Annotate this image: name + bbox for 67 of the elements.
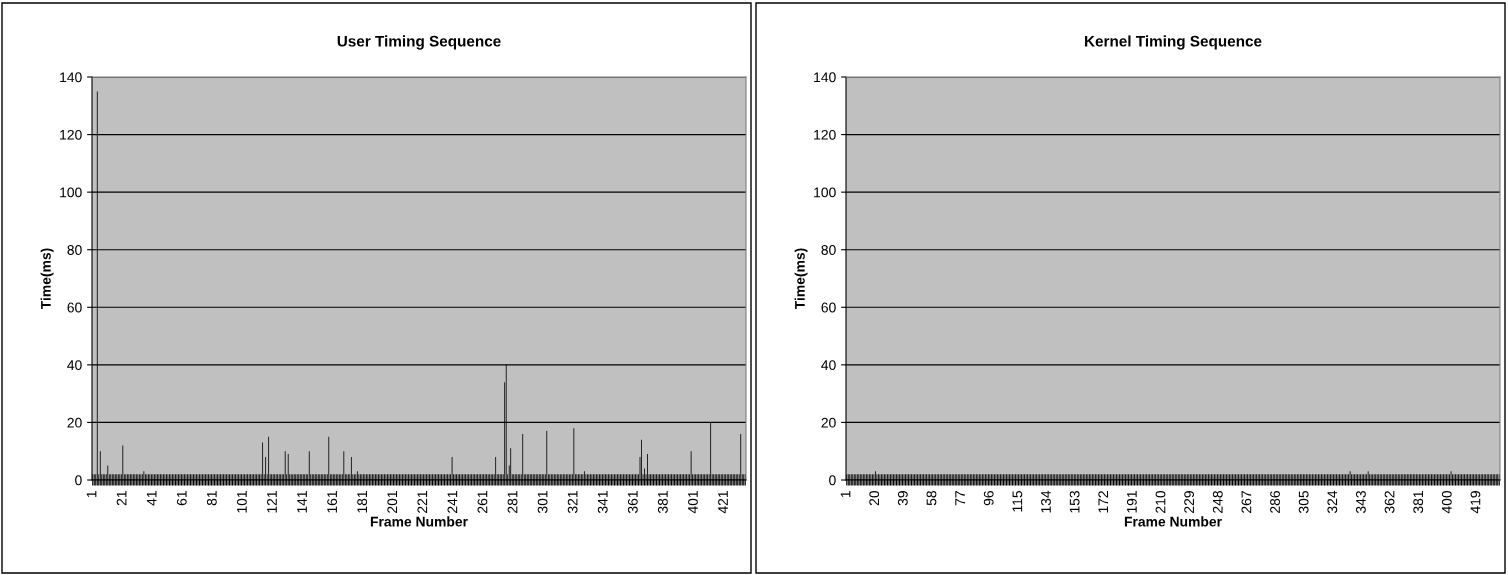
x-tick-label: 281: [507, 491, 518, 513]
x-axis-title: Frame Number: [1124, 516, 1222, 527]
x-tick-label: 362: [1384, 491, 1395, 514]
x-tick-label: 58: [926, 491, 937, 506]
x-tick-label: 400: [1441, 490, 1452, 514]
y-tick-label: 80: [67, 245, 82, 255]
x-tick-label: 248: [1212, 491, 1223, 513]
y-tick-label: 0: [75, 475, 82, 486]
y-tick-label: 60: [67, 302, 82, 313]
x-tick-label: 81: [206, 491, 217, 506]
x-tick-label: 191: [1126, 491, 1137, 513]
x-tick-label: 96: [983, 491, 994, 506]
x-tick-label: 115: [1012, 491, 1023, 512]
y-tick-label: 120: [60, 129, 82, 140]
x-tick-label: 134: [1041, 490, 1051, 513]
x-tick-label: 419: [1470, 491, 1481, 514]
x-tick-label: 141: [297, 491, 307, 513]
y-tick-label: 60: [821, 302, 836, 313]
x-tick-label: 153: [1069, 491, 1080, 513]
y-tick-label: 20: [67, 417, 82, 428]
x-tick-label: 161: [327, 491, 338, 513]
x-tick-label: 261: [477, 491, 488, 513]
y-tick-label: 80: [821, 245, 836, 255]
x-tick-label: 77: [955, 491, 965, 506]
x-tick-label: 41: [146, 491, 157, 506]
y-tick-label: 140: [814, 72, 836, 83]
y-axis-title: Time(ms): [794, 248, 808, 310]
x-tick-label: 305: [1298, 491, 1309, 514]
y-tick-label: 100: [814, 187, 836, 198]
x-tick-label: 341: [597, 491, 608, 514]
x-tick-label: 286: [1270, 491, 1280, 513]
x-tick-label: 343: [1356, 491, 1366, 514]
x-tick-label: 39: [897, 491, 908, 506]
x-tick-label: 181: [357, 491, 368, 513]
x-tick-label: 1: [86, 491, 97, 498]
x-tick-label: 221: [417, 491, 428, 513]
x-tick-label: 241: [447, 491, 458, 513]
x-tick-label: 267: [1241, 491, 1252, 513]
x-tick-label: 321: [567, 491, 578, 514]
y-tick-label: 100: [60, 187, 82, 198]
x-tick-label: 101: [236, 491, 247, 513]
x-tick-label: 381: [657, 491, 668, 514]
y-tick-label: 120: [814, 129, 836, 140]
y-tick-label: 20: [821, 417, 836, 428]
x-tick-label: 421: [718, 491, 728, 514]
chart-title: User Timing Sequence: [337, 35, 501, 50]
y-tick-label: 140: [60, 72, 82, 83]
y-tick-label: 40: [67, 360, 82, 371]
x-tick-label: 172: [1098, 491, 1109, 513]
x-axis-title: Frame Number: [370, 516, 468, 527]
x-tick-label: 361: [627, 491, 638, 514]
x-tick-label: 324: [1327, 490, 1338, 514]
x-tick-label: 61: [176, 491, 187, 506]
x-tick-label: 301: [537, 491, 548, 514]
y-axis-title: Time(ms): [40, 248, 54, 310]
x-tick-label: 21: [116, 491, 127, 506]
x-tick-label: 401: [688, 491, 698, 514]
x-tick-label: 381: [1413, 491, 1424, 514]
x-tick-label: 1: [840, 491, 851, 498]
x-tick-label: 210: [1155, 490, 1166, 513]
y-tick-label: 40: [821, 360, 836, 371]
x-tick-label: 121: [267, 491, 277, 513]
x-tick-label: 20: [869, 490, 880, 506]
y-tick-label: 0: [829, 475, 836, 486]
x-tick-label: 229: [1184, 491, 1195, 513]
chart-title: Kernel Timing Sequence: [1085, 35, 1262, 50]
x-tick-label: 201: [387, 491, 398, 513]
